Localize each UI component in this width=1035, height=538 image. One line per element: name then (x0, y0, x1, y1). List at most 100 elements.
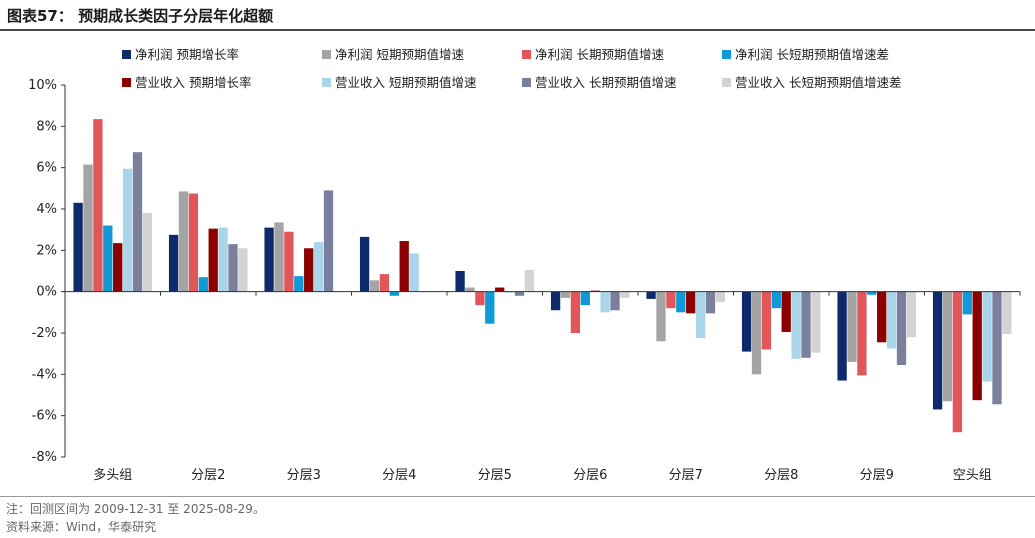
bar (906, 291, 917, 338)
bar (857, 291, 867, 376)
bar (294, 276, 304, 292)
bar (264, 227, 274, 292)
bar (73, 202, 83, 292)
bar (379, 274, 390, 292)
y-tick-label: -8% (32, 450, 57, 465)
legend-label: 营业收入 短期预期值增速 (335, 75, 477, 90)
x-tick-label: 分层5 (478, 468, 512, 483)
legend-item: 营业收入 长期预期值增速 (522, 75, 677, 90)
bar (218, 227, 228, 292)
bar (198, 277, 208, 292)
y-tick-label: -2% (32, 326, 57, 341)
bar (590, 290, 600, 292)
x-tick-label: 分层3 (287, 468, 321, 483)
bar (877, 291, 887, 343)
legend-swatch (322, 50, 331, 59)
bar (208, 228, 218, 292)
x-tick-label: 分层8 (764, 468, 798, 483)
figure-title: 图表57： 预期成长类因子分层年化超额 (7, 7, 274, 25)
bar (178, 191, 189, 292)
bar (610, 291, 620, 311)
bar (93, 119, 103, 292)
figure-header: 图表57： 预期成长类因子分层年化超额 (0, 0, 1035, 31)
bar (274, 222, 284, 292)
bar (168, 234, 179, 292)
x-tick-label: 分层7 (669, 468, 703, 483)
bar (982, 291, 992, 382)
x-tick-label: 分层2 (191, 468, 225, 483)
y-tick-label: 6% (36, 161, 57, 176)
bar (1002, 291, 1012, 335)
backtest-note: 注：回测区间为 2009-12-31 至 2025-08-29。 (6, 502, 265, 516)
y-tick-label: 8% (36, 119, 57, 134)
bar (560, 291, 571, 298)
bar (695, 291, 706, 339)
y-tick-label: -4% (32, 367, 57, 382)
legend-swatch (122, 78, 131, 87)
x-tick-label: 分层6 (573, 468, 607, 483)
bar (656, 291, 666, 342)
bar (359, 236, 370, 292)
legend-item: 营业收入 短期预期值增速 (322, 75, 477, 90)
bar (771, 291, 781, 309)
legend-swatch (722, 50, 731, 59)
legend-label: 净利润 长期预期值增速 (535, 47, 664, 62)
bar (485, 291, 495, 324)
bar (83, 164, 93, 292)
legend-item: 净利润 预期增长率 (122, 47, 239, 62)
bar (399, 241, 409, 292)
y-tick-label: 4% (36, 202, 57, 217)
bar (972, 291, 982, 401)
bar (867, 291, 877, 295)
bar (514, 291, 525, 296)
legend-swatch (122, 50, 131, 59)
bar (389, 291, 399, 296)
bar (132, 152, 143, 292)
bar (284, 231, 294, 292)
x-tick-label: 分层4 (382, 468, 416, 483)
bar (886, 291, 897, 349)
bar (801, 291, 811, 358)
bar (495, 287, 505, 292)
legend-swatch (322, 78, 331, 87)
bar (666, 291, 676, 309)
bar (228, 244, 238, 292)
bar (741, 291, 752, 352)
legend-label: 净利润 短期预期值增速 (335, 47, 464, 62)
legend-label: 营业收入 预期增长率 (135, 75, 251, 90)
legend-label: 净利润 长短期预期值增速差 (735, 47, 889, 62)
y-tick-label: 0% (36, 285, 57, 300)
x-tick-label: 空头组 (953, 468, 992, 483)
bar (811, 291, 821, 353)
legend-item: 营业收入 长短期预期值增速差 (722, 75, 901, 90)
bar (369, 280, 380, 292)
bar (791, 291, 801, 359)
legend-item: 净利润 长期预期值增速 (522, 47, 664, 62)
bar (475, 291, 485, 306)
y-tick-label: 10% (28, 78, 57, 93)
bar (620, 291, 630, 298)
source-note: 资料来源：Wind，华泰研究 (6, 520, 157, 534)
bar (751, 291, 762, 375)
legend-swatch (522, 78, 531, 87)
bar (580, 291, 590, 306)
bar (646, 291, 656, 299)
bar (962, 291, 972, 315)
bar (524, 269, 535, 292)
title-divider (0, 29, 1035, 31)
bar (992, 291, 1002, 405)
bar (113, 243, 123, 292)
bar (676, 291, 686, 313)
bar (313, 242, 324, 292)
x-tick-label: 分层9 (860, 468, 894, 483)
legend-item: 净利润 长短期预期值增速差 (722, 47, 889, 62)
bar (932, 291, 943, 410)
legend-item: 净利润 短期预期值增速 (322, 47, 464, 62)
legend-label: 营业收入 长期预期值增速 (535, 75, 677, 90)
bar (896, 291, 907, 366)
bar (323, 190, 334, 292)
legend-label: 净利润 预期增长率 (135, 47, 239, 62)
y-axis: -8% -6% -4% -2% 0% 2% 4% 6% 8% 10% (28, 78, 66, 465)
bar (942, 291, 953, 402)
